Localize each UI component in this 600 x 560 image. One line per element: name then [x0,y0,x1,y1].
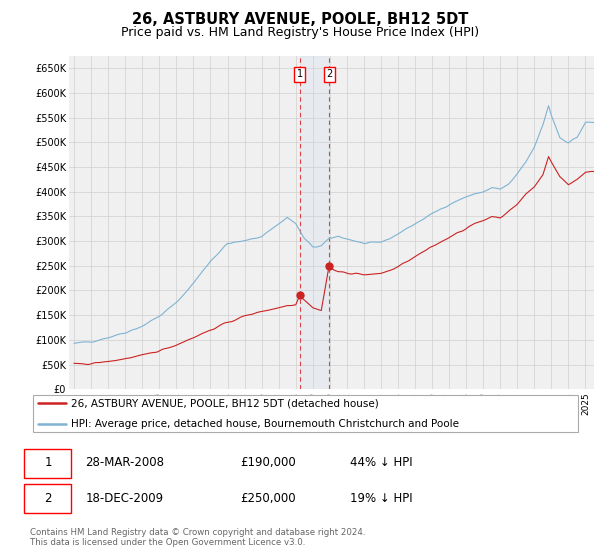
Text: HPI: Average price, detached house, Bournemouth Christchurch and Poole: HPI: Average price, detached house, Bour… [71,418,460,428]
Text: Contains HM Land Registry data © Crown copyright and database right 2024.
This d: Contains HM Land Registry data © Crown c… [30,528,365,547]
Text: 26, ASTBURY AVENUE, POOLE, BH12 5DT: 26, ASTBURY AVENUE, POOLE, BH12 5DT [132,12,468,27]
Text: 19% ↓ HPI: 19% ↓ HPI [350,492,413,505]
Text: Price paid vs. HM Land Registry's House Price Index (HPI): Price paid vs. HM Land Registry's House … [121,26,479,39]
Text: 28-MAR-2008: 28-MAR-2008 [85,456,164,469]
Text: 26, ASTBURY AVENUE, POOLE, BH12 5DT (detached house): 26, ASTBURY AVENUE, POOLE, BH12 5DT (det… [71,398,379,408]
FancyBboxPatch shape [25,484,71,514]
Text: £190,000: £190,000 [240,456,296,469]
Text: 44% ↓ HPI: 44% ↓ HPI [350,456,413,469]
Text: £250,000: £250,000 [240,492,295,505]
Bar [299,56,329,389]
FancyBboxPatch shape [33,395,578,432]
Text: 1: 1 [296,69,302,80]
Text: 1: 1 [44,456,52,469]
Text: 2: 2 [44,492,52,505]
FancyBboxPatch shape [25,449,71,478]
Text: 18-DEC-2009: 18-DEC-2009 [85,492,163,505]
Text: 2: 2 [326,69,332,80]
